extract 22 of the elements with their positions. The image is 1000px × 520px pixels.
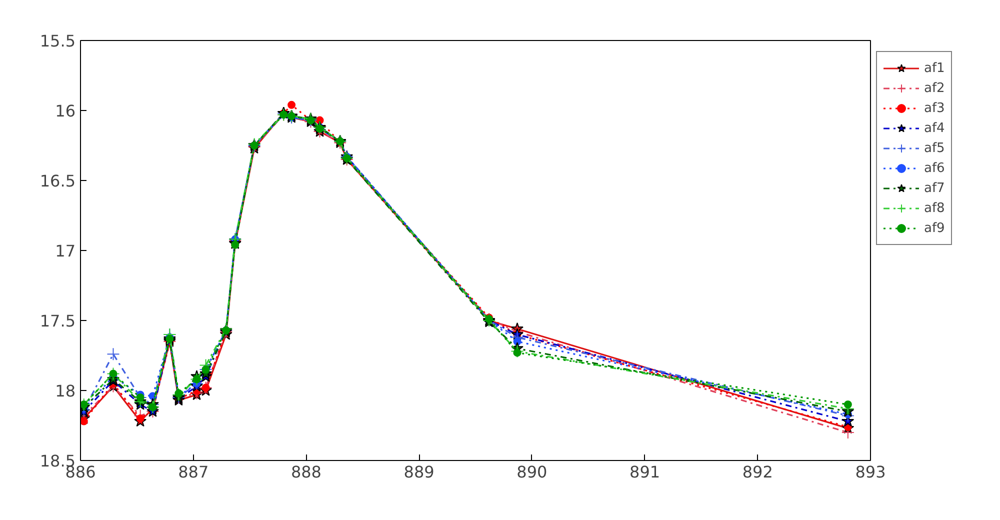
legend-label: af9 <box>924 220 945 236</box>
legend-label: af5 <box>924 140 945 156</box>
legend-label: af7 <box>924 180 945 196</box>
legend-label: af2 <box>924 80 945 96</box>
y-tick-label: 16 <box>55 102 76 120</box>
x-tick-label: 891 <box>630 462 660 482</box>
x-tick-label: 890 <box>516 462 548 482</box>
y-tick-label: 16.5 <box>40 172 76 190</box>
x-tick-label: 893 <box>855 462 886 482</box>
legend-label: af6 <box>924 160 945 176</box>
x-tick-label: 887 <box>178 462 209 482</box>
legend-label: af3 <box>924 100 945 116</box>
legend-label: af1 <box>924 60 945 76</box>
y-tick-label: 17 <box>55 242 76 260</box>
x-tick-label: 889 <box>404 462 434 482</box>
x-tick-label: 888 <box>290 462 322 482</box>
y-tick-label: 18 <box>55 382 76 400</box>
legend-label: af4 <box>924 120 945 136</box>
y-tick-label: 15.5 <box>40 32 76 50</box>
y-tick-label: 17.5 <box>40 312 76 330</box>
legend-label: af8 <box>924 200 945 216</box>
x-tick-label: 892 <box>742 462 773 482</box>
